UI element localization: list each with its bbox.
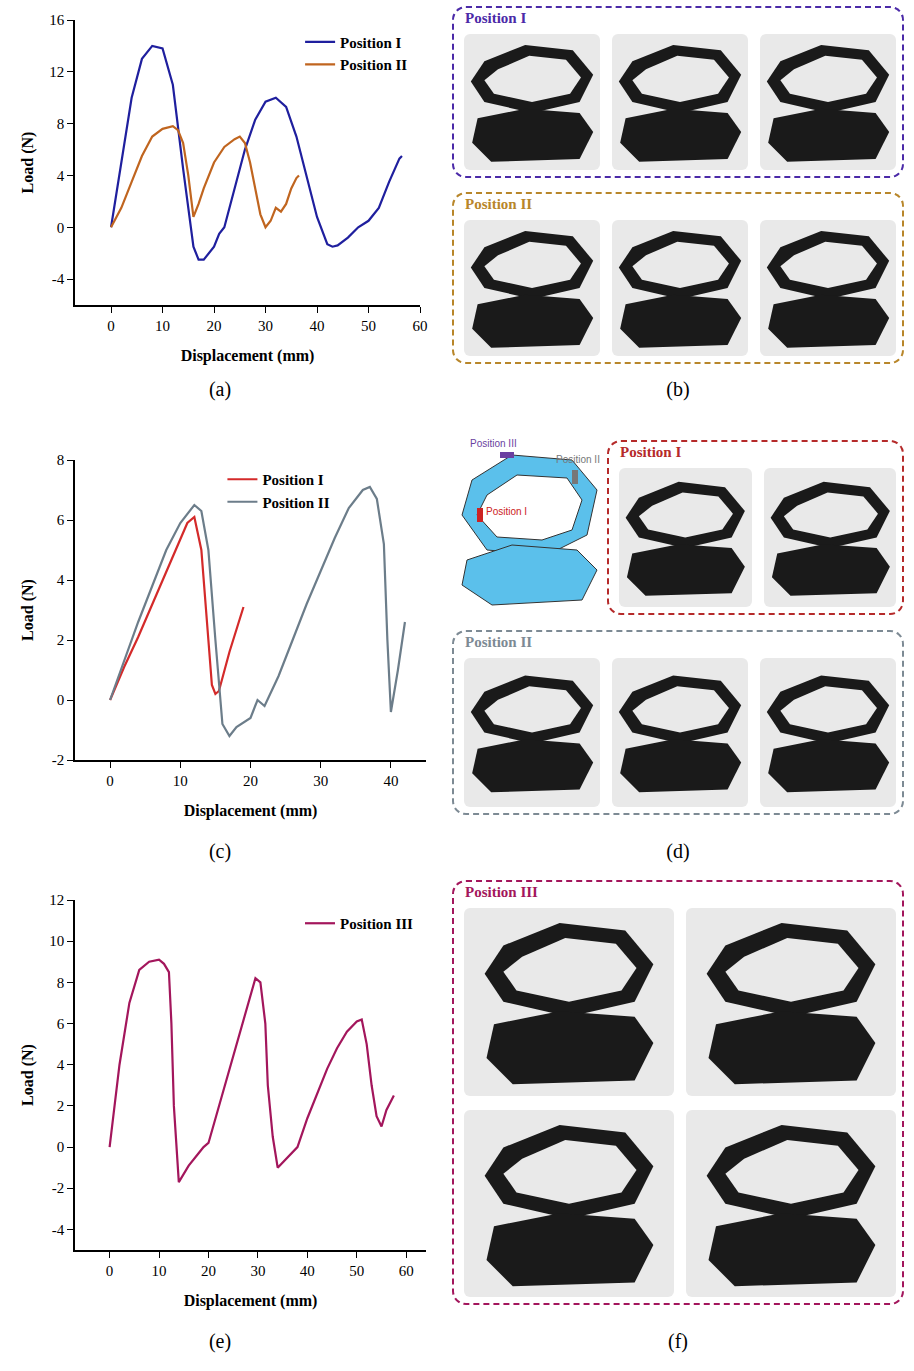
svg-text:10: 10: [155, 318, 170, 334]
svg-text:30: 30: [250, 1263, 265, 1279]
html-text:Position III: Position III: [470, 438, 517, 449]
html-text:(c): (c): [208, 840, 232, 862]
html-text:Position II: Position II: [465, 196, 533, 212]
html-text:Position III: Position III: [465, 884, 538, 900]
svg-text:0: 0: [57, 1139, 65, 1155]
svg-text:Load (N): Load (N): [19, 132, 37, 194]
svg-text:0: 0: [57, 220, 65, 236]
svg-text:-2: -2: [52, 1180, 65, 1196]
html-text:(e): (e): [208, 1330, 232, 1352]
svg-text:6: 6: [57, 1016, 65, 1032]
svg-text:4: 4: [57, 572, 65, 588]
svg-text:30: 30: [313, 773, 328, 789]
svg-text:Position II: Position II: [262, 495, 329, 511]
svg-text:Displacement (mm): Displacement (mm): [181, 347, 315, 365]
svg-text:12: 12: [49, 892, 64, 908]
svg-text:50: 50: [361, 318, 376, 334]
html-text:Position I: Position I: [465, 10, 527, 26]
svg-text:10: 10: [152, 1263, 167, 1279]
svg-text:Position II: Position II: [340, 57, 407, 73]
svg-text:0: 0: [107, 318, 115, 334]
html-text:(f): (f): [668, 1330, 688, 1352]
svg-text:0: 0: [57, 692, 65, 708]
svg-text:10: 10: [49, 933, 64, 949]
svg-text:10: 10: [173, 773, 188, 789]
svg-text:Position I: Position I: [262, 472, 323, 488]
svg-text:16: 16: [49, 12, 65, 28]
svg-text:40: 40: [300, 1263, 315, 1279]
svg-text:50: 50: [349, 1263, 364, 1279]
svg-text:60: 60: [399, 1263, 414, 1279]
svg-text:0: 0: [106, 1263, 114, 1279]
svg-text:40: 40: [310, 318, 325, 334]
svg-text:Position III: Position III: [340, 916, 413, 932]
svg-text:8: 8: [57, 975, 65, 991]
html-text:(a): (a): [208, 378, 232, 400]
svg-text:2: 2: [57, 632, 65, 648]
svg-text:Displacement (mm): Displacement (mm): [184, 802, 318, 820]
svg-text:20: 20: [243, 773, 258, 789]
html-text:Position II: Position II: [465, 634, 533, 650]
svg-text:-4: -4: [52, 271, 65, 287]
svg-text:Displacement (mm): Displacement (mm): [184, 1292, 318, 1310]
svg-text:0: 0: [106, 773, 114, 789]
svg-text:60: 60: [413, 318, 428, 334]
svg-text:-2: -2: [52, 752, 65, 768]
html-text:Position I: Position I: [486, 506, 528, 517]
svg-text:Load (N): Load (N): [19, 1044, 37, 1106]
svg-text:-4: -4: [52, 1222, 65, 1238]
svg-text:6: 6: [57, 512, 65, 528]
svg-text:4: 4: [57, 1057, 65, 1073]
svg-text:8: 8: [57, 116, 65, 132]
svg-text:12: 12: [49, 64, 64, 80]
svg-text:4: 4: [57, 168, 65, 184]
svg-text:Load (N): Load (N): [19, 579, 37, 641]
html-text:Position I: Position I: [620, 444, 682, 460]
html-text:(b): (b): [666, 378, 690, 400]
svg-text:20: 20: [201, 1263, 216, 1279]
html-text:Position II: Position II: [556, 454, 600, 465]
svg-text:30: 30: [258, 318, 273, 334]
svg-text:40: 40: [383, 773, 398, 789]
svg-text:20: 20: [207, 318, 222, 334]
svg-text:8: 8: [57, 452, 65, 468]
svg-text:2: 2: [57, 1098, 65, 1114]
html-text:(d): (d): [666, 840, 690, 862]
svg-text:Position I: Position I: [340, 35, 401, 51]
